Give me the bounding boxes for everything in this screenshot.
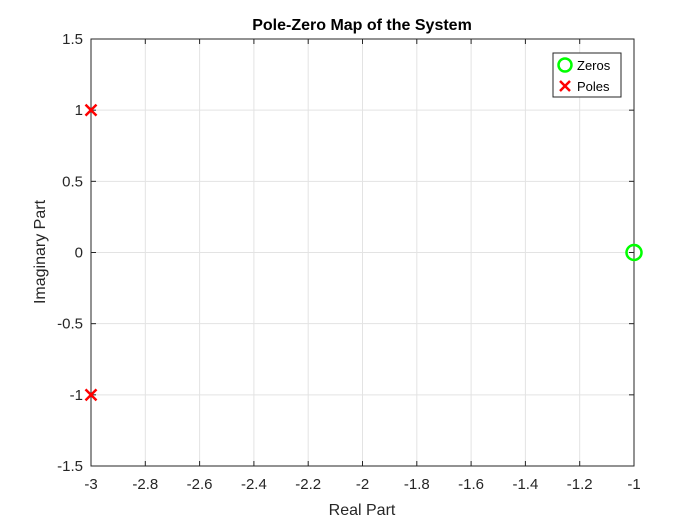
x-tick-label: -1.2 (567, 476, 593, 493)
y-tick-label: -1 (70, 387, 83, 404)
legend: Zeros Poles (552, 52, 622, 98)
x-axis-label: Real Part (329, 502, 396, 519)
x-tick-label: -1.8 (404, 476, 430, 493)
legend-entry-label: Poles (577, 79, 610, 94)
x-tick-label: -3 (84, 476, 97, 493)
x-tick-label: -2.2 (295, 476, 321, 493)
x-tick-label: -2.6 (187, 476, 213, 493)
axis-ticks: -3 -2.8 -2.6 -2.4 -2.2 -2 -1.8 -1.6 -1.4 -1.2 -1 1.… (57, 31, 641, 493)
y-tick-label: 1 (75, 102, 83, 119)
y-tick-label: 1.5 (62, 31, 83, 48)
y-axis-label: Imaginary Part (32, 199, 49, 304)
pole-marker (84, 388, 98, 402)
legend-poles-icon (559, 80, 571, 92)
x-tick-label: -2 (356, 476, 369, 493)
x-tick-label: -1 (627, 476, 640, 493)
y-tick-label: -0.5 (57, 316, 83, 333)
legend-entry-label: Zeros (577, 58, 611, 73)
y-tick-label: 0.5 (62, 173, 83, 190)
y-tick-label: -1.5 (57, 458, 83, 475)
pole-marker (84, 103, 98, 117)
x-tick-label: -2.8 (132, 476, 158, 493)
y-tick-label: 0 (75, 245, 83, 262)
data-markers (84, 103, 643, 402)
legend-box (552, 52, 622, 98)
legend-zeros-icon (557, 57, 573, 73)
x-tick-label: -1.4 (512, 476, 538, 493)
zero-marker (625, 243, 643, 262)
grid (90, 38, 635, 467)
chart-title: Pole-Zero Map of the System (252, 17, 472, 34)
x-tick-label: -2.4 (241, 476, 267, 493)
x-tick-label: -1.6 (458, 476, 484, 493)
